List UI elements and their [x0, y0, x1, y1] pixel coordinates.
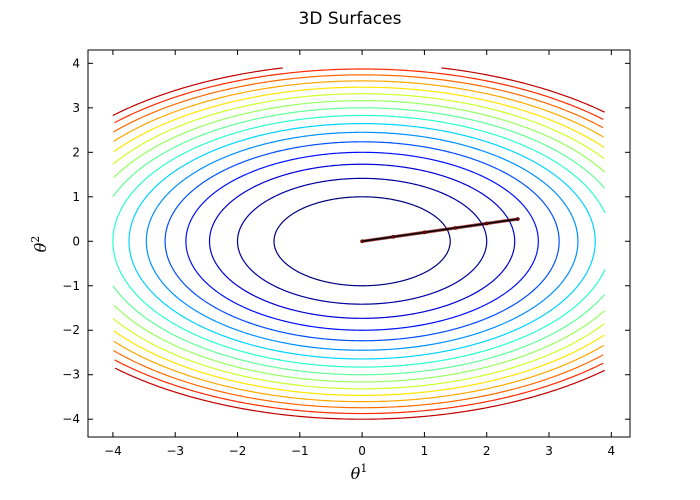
contour-level-4 [236, 177, 488, 305]
contour-level-6 [208, 163, 516, 319]
contour-level-12 [145, 131, 579, 351]
x-tick-label: 3 [545, 444, 553, 458]
y-axis-label-symbol: θ [31, 242, 50, 252]
y-tick-label: −2 [62, 323, 80, 337]
descent-path [360, 217, 520, 244]
path-line [361, 218, 518, 243]
x-axis-ticks: −4 −3 −2 −1 0 1 2 3 4 [104, 50, 615, 458]
y-tick-label: −4 [62, 412, 80, 426]
contour-level-26 [113, 80, 604, 403]
contour-level-28 [113, 74, 604, 409]
contour-level-24 [113, 86, 605, 396]
x-tick-label: 4 [607, 444, 615, 458]
y-tick-label: 0 [72, 234, 80, 248]
contour-level-10 [164, 141, 560, 342]
x-tick-label: 0 [358, 444, 366, 458]
path-point [453, 226, 458, 230]
contour-level-18 [112, 107, 605, 376]
path-point [422, 230, 427, 235]
path-point [516, 217, 520, 221]
x-tick-label: 1 [421, 444, 429, 458]
x-tick-label: −1 [291, 444, 309, 458]
contour-level-20 [113, 100, 605, 383]
contour-level-8 [185, 151, 539, 331]
x-axis-label: θ1 [351, 462, 368, 483]
x-axis-label-symbol: θ [351, 464, 361, 483]
path-point [391, 234, 396, 239]
plot-frame [87, 49, 631, 438]
contour-lines [112, 67, 606, 420]
contour-level-2 [273, 196, 451, 287]
contour-level-14 [128, 122, 596, 360]
y-tick-label: 4 [72, 56, 80, 70]
contour-level-32 [112, 67, 605, 420]
x-tick-label: 2 [483, 444, 491, 458]
path-point [360, 239, 364, 244]
x-tick-label: −4 [104, 444, 122, 458]
y-tick-label: −1 [62, 279, 80, 293]
chart-title: 3D Surfaces [299, 9, 402, 29]
y-axis-ticks: −4 −3 −2 −1 0 1 2 3 4 [62, 56, 630, 426]
contour-level-22 [112, 93, 605, 390]
y-tick-label: −3 [62, 368, 80, 382]
y-tick-label: 3 [72, 101, 80, 115]
y-tick-label: 1 [72, 190, 80, 204]
y-axis-label: θ2 [29, 236, 50, 253]
y-tick-label: 2 [72, 145, 80, 159]
path-point [484, 221, 489, 226]
y-axis-label-superscript: 2 [29, 236, 42, 243]
contour-level-30 [114, 68, 604, 415]
contour-level-16 [112, 114, 606, 368]
x-tick-label: −3 [166, 444, 184, 458]
x-axis-label-superscript: 1 [360, 462, 367, 475]
x-tick-label: −2 [229, 444, 247, 458]
